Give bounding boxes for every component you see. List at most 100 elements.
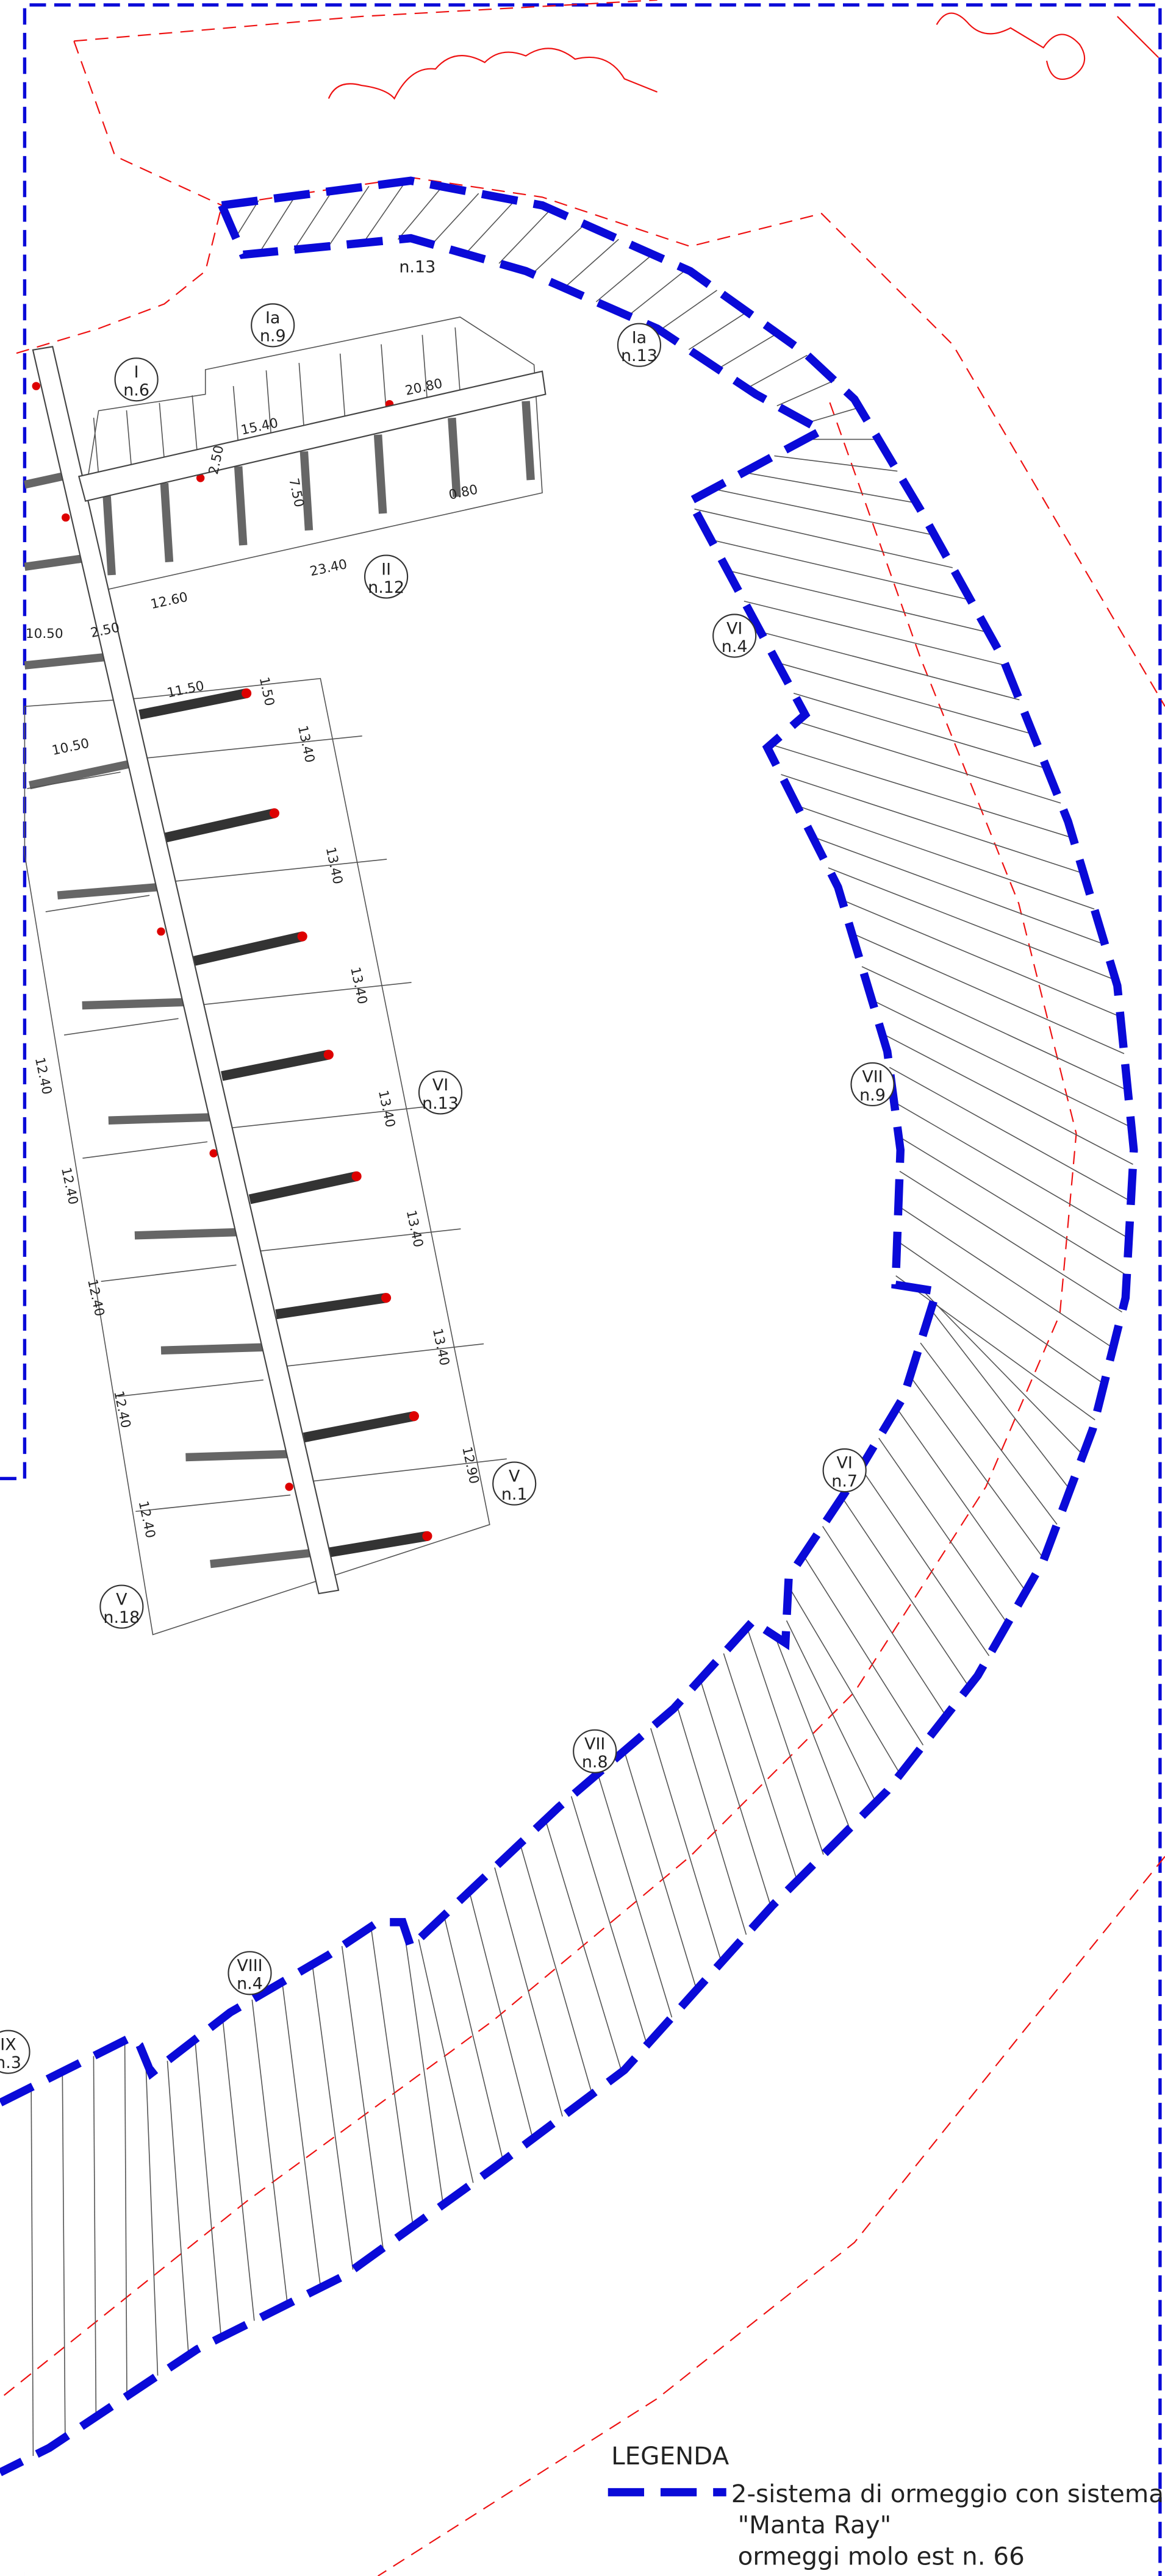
slip-divider <box>808 407 859 423</box>
slip-divider <box>282 1982 321 2288</box>
finger <box>340 354 345 420</box>
berth-label: I <box>134 363 139 382</box>
berth-label: VI <box>432 1076 448 1095</box>
slip-outline <box>85 317 542 592</box>
slip-divider <box>718 334 778 369</box>
finger <box>135 1232 240 1235</box>
slip-divider <box>689 312 747 349</box>
slip-divider <box>842 1497 969 1687</box>
mooring-point <box>62 513 70 521</box>
dimension: 12.40 <box>84 1278 107 1318</box>
berth-label: VII <box>862 1068 883 1087</box>
finger <box>82 1002 186 1005</box>
dimension: 10.50 <box>51 736 91 759</box>
labels: n.13Ian.13Ian.9In.6IIn.12VIn.4VIIn.9VIn.… <box>0 258 1165 2571</box>
slip-divider <box>253 1229 461 1252</box>
berth-label: n.9 <box>260 327 286 346</box>
finger <box>57 887 157 895</box>
dimension: 13.40 <box>429 1327 452 1367</box>
slip-divider <box>101 1265 237 1281</box>
finger <box>299 363 304 429</box>
berth-label: VIII <box>237 1956 262 1975</box>
dimension: 13.40 <box>403 1209 426 1249</box>
mooring-point <box>157 928 165 936</box>
finger <box>24 559 82 567</box>
slip-divider <box>862 967 1128 1090</box>
berth-label: Ia <box>265 309 280 327</box>
slip-divider <box>195 982 412 1006</box>
dimension: 10.50 <box>26 626 63 642</box>
berth-label: n.6 <box>123 381 149 400</box>
dimension: 1.50 <box>256 676 277 707</box>
slip-divider <box>64 1018 178 1035</box>
slip-divider <box>898 1137 1127 1276</box>
slip-divider <box>861 1468 989 1656</box>
berth-label: n.12 <box>368 578 404 597</box>
berth-label: n.13 <box>422 1094 459 1113</box>
legend-text: ormeggi molo est n. 66 <box>738 2541 1025 2571</box>
finger <box>161 1347 268 1350</box>
dimension: 13.40 <box>375 1089 398 1129</box>
finger <box>455 327 460 393</box>
slip-divider <box>596 254 652 302</box>
mooring-point <box>381 1293 391 1303</box>
shore-line <box>16 206 222 353</box>
slip-divider <box>495 1867 562 2116</box>
channel-line <box>378 1856 1165 2576</box>
slip-divider <box>897 1408 1026 1592</box>
slip-divider <box>711 540 971 600</box>
slip-divider <box>564 239 618 288</box>
berth-label: VII <box>584 1734 605 1753</box>
finger <box>192 395 197 453</box>
slip-divider <box>342 1946 383 2248</box>
finger <box>30 764 130 785</box>
slip-divider <box>651 1728 722 1962</box>
legend-title: LEGENDA <box>611 2441 729 2470</box>
slip-divider <box>93 2056 96 2416</box>
finger <box>185 1454 292 1457</box>
slip-divider <box>781 775 1083 873</box>
slip-divider <box>166 859 387 882</box>
berth-label: n.4 <box>237 1975 263 1994</box>
mooring-point <box>324 1050 334 1059</box>
berth-label: VI <box>836 1454 852 1473</box>
finger <box>378 435 383 513</box>
finger <box>381 345 386 410</box>
mooring-point <box>409 1411 419 1421</box>
slip-divider <box>761 632 1019 699</box>
slip-divider <box>775 1636 850 1828</box>
berth-label: VI <box>726 619 742 638</box>
slip-divider <box>598 1773 672 2017</box>
slip-divider <box>572 1797 647 2045</box>
finger <box>249 1176 356 1200</box>
dimension: 12.60 <box>149 590 190 612</box>
finger <box>24 657 105 665</box>
slip-divider <box>777 381 834 406</box>
slip-divider <box>469 1892 532 2139</box>
slip-divider <box>771 745 1073 838</box>
slip-divider <box>624 1751 697 1990</box>
slip-divider <box>532 224 585 274</box>
berth-label: n.1 <box>501 1485 528 1504</box>
slip-divider <box>252 2000 287 2304</box>
slip-divider <box>882 1034 1133 1165</box>
slip-divider <box>259 196 295 253</box>
main-pier <box>33 346 339 1594</box>
slip-divider <box>842 900 1120 1017</box>
slip-divider <box>872 1000 1131 1128</box>
berth-label: n.9 <box>859 1086 886 1104</box>
finger <box>159 403 164 460</box>
finger <box>304 1416 414 1437</box>
property-boundary <box>0 5 1160 2576</box>
slip-divider <box>146 2060 158 2376</box>
slip-divider <box>931 1309 1070 1489</box>
mooring-point <box>270 808 279 818</box>
slip-divider <box>852 933 1124 1053</box>
berth-label: II <box>381 560 391 579</box>
slip-divider <box>747 355 807 388</box>
slip-divider <box>660 290 717 331</box>
slip-divider <box>118 1380 263 1397</box>
mooring-point <box>352 1172 362 1181</box>
finger <box>304 451 309 530</box>
slip-divider <box>628 270 687 316</box>
